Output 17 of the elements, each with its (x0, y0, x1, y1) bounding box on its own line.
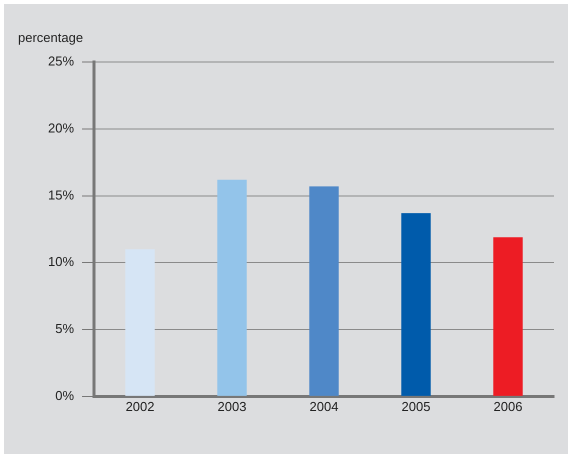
x-tick-label: 2006 (494, 398, 522, 414)
y-tick-label: 10% (48, 254, 74, 270)
bar (493, 237, 523, 396)
bar (309, 186, 339, 396)
y-tick-label: 25% (48, 54, 74, 69)
y-tick-label: 15% (48, 187, 74, 202)
bar (217, 180, 247, 396)
x-tick-label: 2002 (126, 398, 154, 414)
y-tick-label: 0% (55, 388, 74, 403)
y-tick-label: 5% (55, 321, 74, 336)
bar (125, 249, 155, 396)
x-tick-label: 2005 (402, 398, 430, 414)
x-tick-label: 2004 (310, 398, 338, 414)
bar (401, 213, 431, 396)
x-tick-label: 2003 (218, 398, 246, 414)
y-axis-title: percentage (18, 30, 84, 45)
y-tick-label: 20% (48, 120, 74, 136)
